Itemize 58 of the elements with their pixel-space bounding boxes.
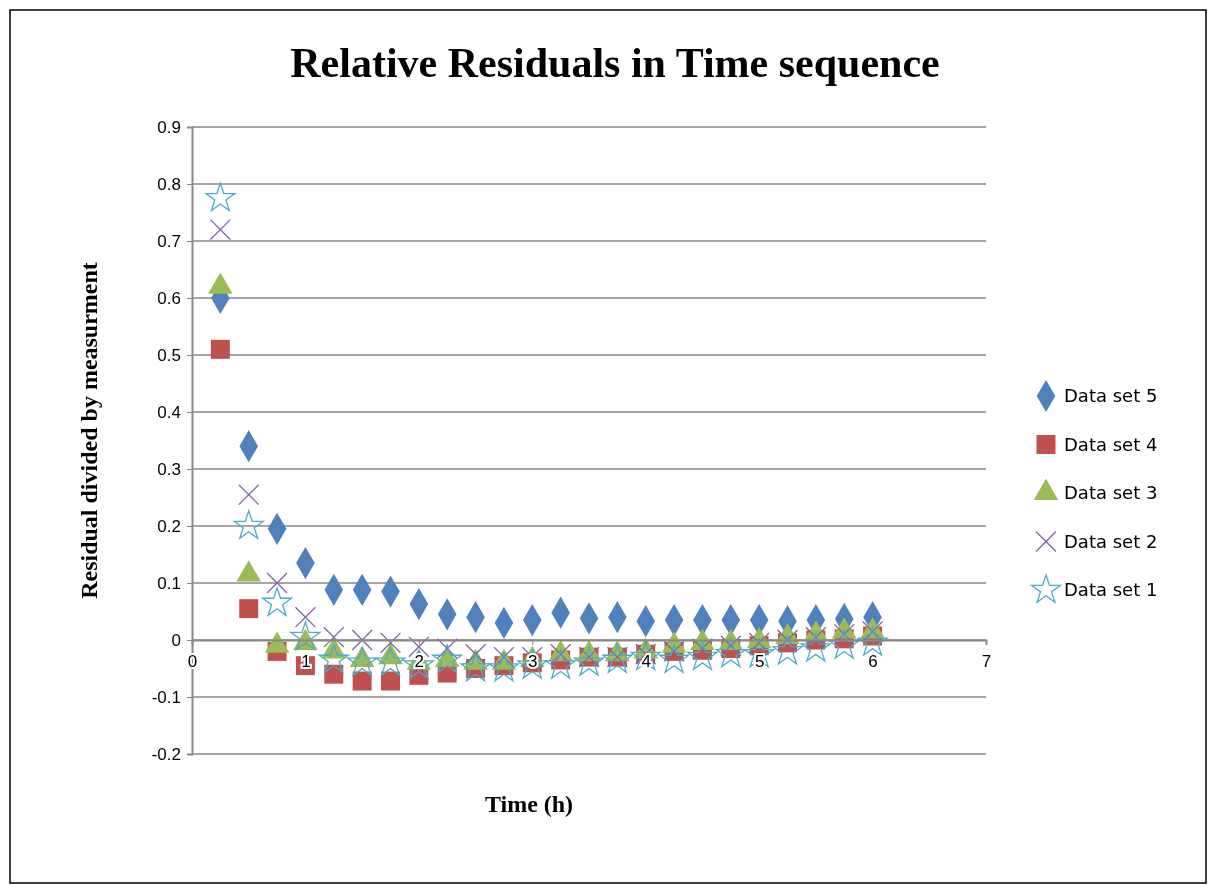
- x-tick-label: 1: [301, 651, 311, 671]
- point: [545, 649, 576, 679]
- chart-title: Relative Residuals in Time sequence: [290, 40, 940, 86]
- y-tick-label: 0.9: [157, 117, 181, 137]
- point: [266, 572, 288, 594]
- point: [294, 606, 317, 628]
- point: [261, 587, 293, 616]
- point: [488, 652, 520, 682]
- point: [658, 644, 690, 673]
- y-tick-label: 0: [171, 630, 181, 650]
- y-tick-label: 0.3: [157, 459, 181, 479]
- point: [829, 629, 860, 659]
- y-tick-label: 0.4: [157, 402, 181, 422]
- y-axis-title: Residual divided by measurment: [76, 262, 102, 599]
- x-axis-title: Time (h): [484, 791, 574, 817]
- point: [233, 510, 264, 539]
- legend-label: Data set 2: [1064, 530, 1158, 552]
- point: [318, 644, 349, 673]
- point: [352, 671, 372, 691]
- point: [290, 621, 321, 651]
- point: [351, 629, 373, 651]
- legend-label: Data set 1: [1064, 579, 1158, 600]
- point: [381, 671, 400, 691]
- x-tick-label: 6: [868, 651, 878, 671]
- legend-label: Data set 4: [1064, 433, 1158, 455]
- point: [375, 646, 406, 676]
- legend-label: Data set 5: [1064, 385, 1158, 406]
- x-tick-label: 2: [414, 651, 425, 671]
- point: [209, 219, 231, 241]
- legend-label: Data set 3: [1064, 482, 1158, 503]
- point: [464, 643, 487, 665]
- point: [432, 644, 463, 673]
- y-tick-label: -0.2: [151, 744, 181, 764]
- point: [800, 632, 831, 662]
- point: [347, 646, 378, 676]
- point: [687, 641, 718, 671]
- y-tick-label: 0.2: [157, 516, 181, 536]
- point: [323, 626, 345, 648]
- point: [772, 635, 803, 665]
- y-tick-label: -0.1: [151, 687, 181, 707]
- point: [205, 182, 236, 212]
- x-tick-label: 7: [981, 651, 992, 671]
- point: [573, 646, 605, 676]
- point: [379, 632, 402, 654]
- point: [857, 626, 888, 656]
- y-tick-label: 0.7: [157, 231, 181, 251]
- point: [460, 652, 491, 682]
- x-tick-label: 0: [187, 651, 198, 671]
- point: [238, 484, 260, 506]
- x-tick-label: 3: [528, 651, 538, 671]
- point: [715, 638, 746, 668]
- point: [239, 599, 259, 619]
- y-tick-label: 0.1: [157, 573, 181, 593]
- y-tick-label: 0.6: [157, 288, 181, 308]
- point: [210, 339, 230, 359]
- y-tick-label: 0.5: [157, 345, 181, 365]
- y-tick-label: 0.8: [157, 174, 181, 194]
- point: [602, 644, 633, 673]
